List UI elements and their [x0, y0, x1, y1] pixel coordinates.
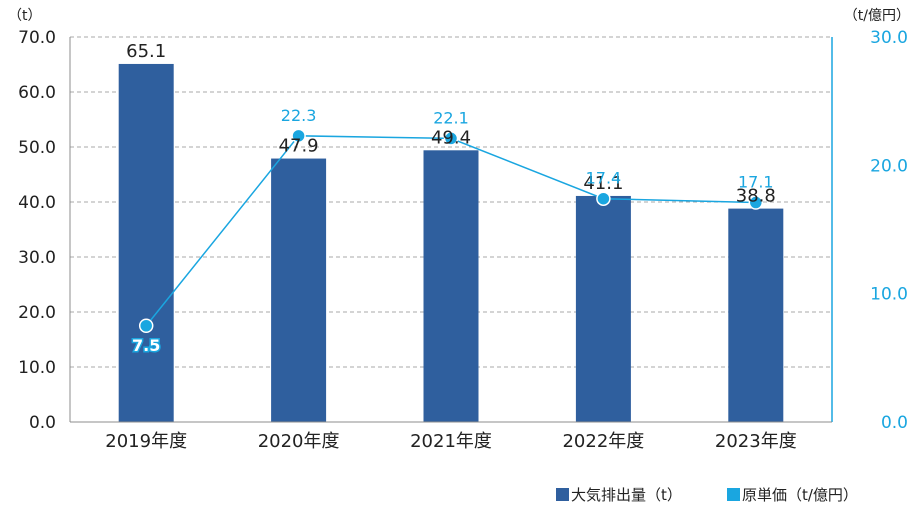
- left-axis-tick-label: 50.0: [18, 138, 56, 158]
- bar: [271, 158, 327, 423]
- left-axis-tick-label: 60.0: [18, 83, 56, 103]
- line-point: [596, 191, 611, 206]
- right-axis-tick-label: 20.0: [870, 156, 908, 176]
- x-axis-category-label: 2021年度: [410, 431, 492, 452]
- bar: [423, 150, 479, 423]
- line-value-label: 17.1: [738, 173, 774, 192]
- left-axis-tick-label: 10.0: [18, 358, 56, 378]
- left-axis-tick-label: 70.0: [18, 28, 56, 48]
- x-axis-category-label: 2022年度: [562, 431, 644, 452]
- bar: [728, 208, 784, 422]
- line-point: [443, 131, 459, 146]
- left-axis-tick-label: 40.0: [18, 193, 56, 213]
- left-axis-tick-label: 20.0: [18, 303, 56, 323]
- line-value-label: 7.5: [132, 336, 160, 355]
- legend: 大気排出量（t） 原単価（t/億円）: [556, 486, 858, 504]
- x-axis-category-label: 2020年度: [258, 431, 340, 452]
- legend-label-line: 原単価（t/億円）: [742, 486, 858, 504]
- left-axis-unit: （t）: [8, 8, 42, 24]
- bar-value-label: 49.4: [431, 127, 471, 148]
- bar: [575, 195, 631, 422]
- bar-value-label: 41.1: [583, 173, 623, 194]
- legend-label-bar: 大気排出量（t）: [571, 486, 682, 504]
- line-value-label: 22.1: [433, 108, 469, 127]
- bars-series: [118, 63, 784, 423]
- legend-swatch-bar: [556, 488, 569, 501]
- line-series: [138, 128, 764, 333]
- bar: [118, 63, 174, 422]
- x-axis-category-label: 2023年度: [715, 431, 797, 452]
- bar-value-label: 38.8: [736, 186, 776, 207]
- right-axis-tick-label: 0.0: [881, 413, 908, 433]
- right-axis-unit: （t/億円）: [844, 8, 910, 24]
- left-axis-tick-label: 30.0: [18, 248, 56, 268]
- line-value-label: 22.3: [281, 106, 317, 125]
- line-value-label: 17.4: [586, 169, 622, 188]
- right-axis-tick-label: 30.0: [870, 28, 908, 48]
- x-axis-category-label: 2019年度: [105, 431, 187, 452]
- left-axis-tick-label: 0.0: [29, 413, 56, 433]
- bar-value-label: 47.9: [279, 136, 319, 157]
- line-point: [291, 128, 306, 144]
- right-axis-tick-label: 10.0: [870, 285, 908, 305]
- line-point: [748, 195, 764, 210]
- legend-swatch-line: [727, 488, 740, 501]
- line-point: [138, 318, 154, 333]
- data-labels: 65.1 47.9 49.4 41.1 38.8 7.5 22.3 22.1 17.4 17.1: [126, 41, 776, 356]
- axes: 0.0 10.0 20.0 30.0 40.0 50.0 60.0 70.0 0.0 10.0 20…: [8, 8, 910, 452]
- bar-value-label: 65.1: [126, 41, 166, 62]
